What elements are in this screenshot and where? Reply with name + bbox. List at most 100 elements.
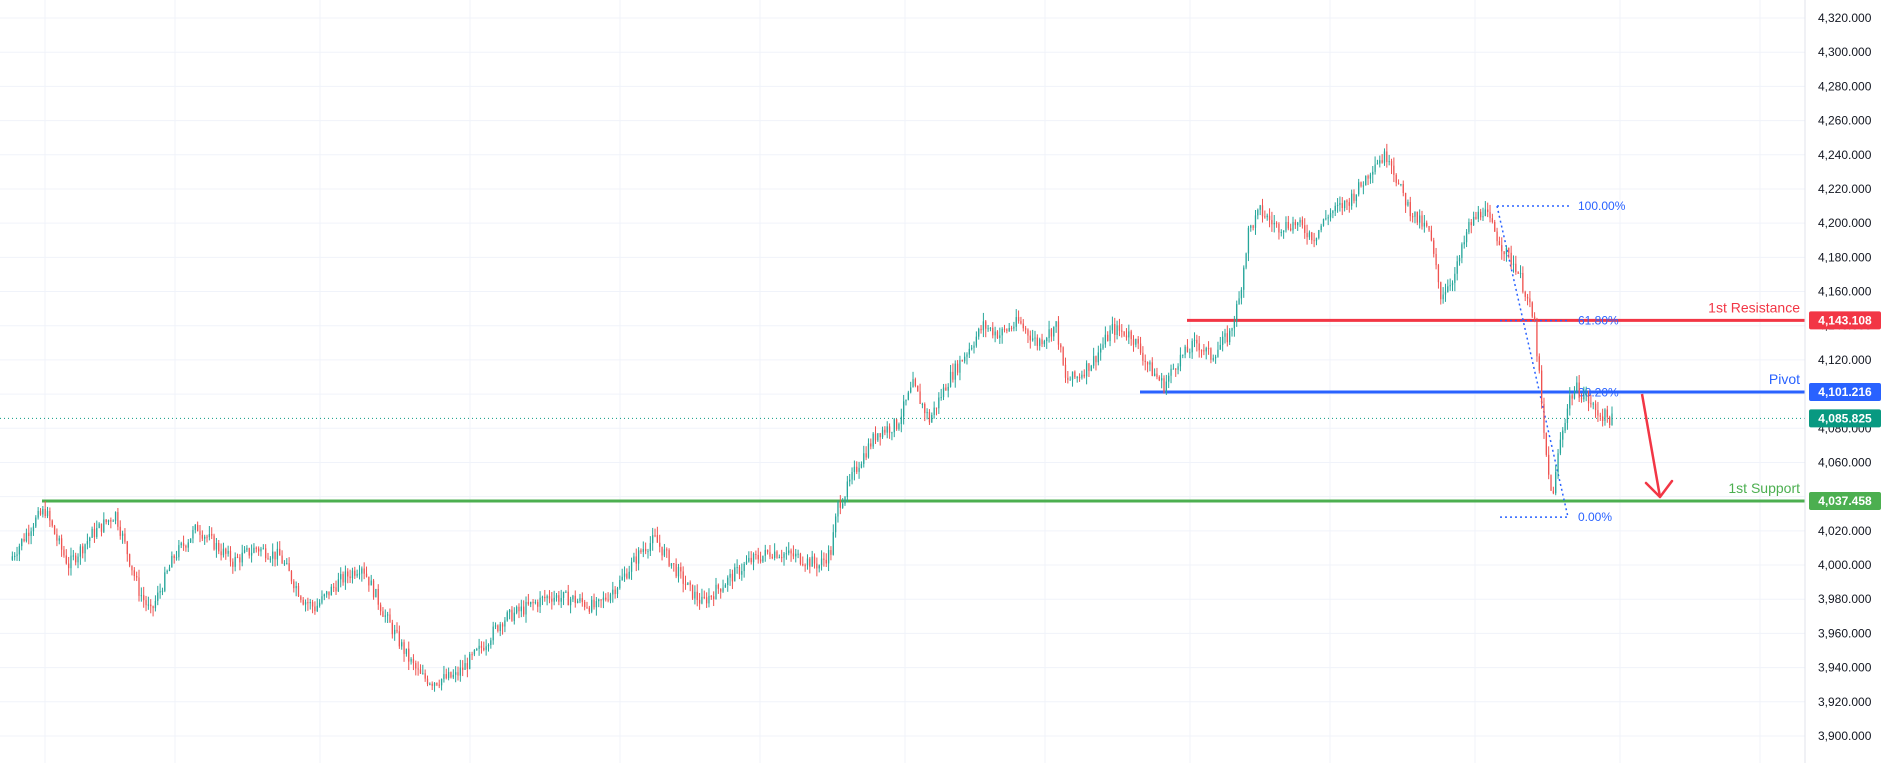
candle-body: [1015, 317, 1017, 327]
candle-body: [1557, 453, 1559, 473]
candle-body: [1447, 286, 1449, 293]
candle: [323, 593, 325, 601]
candle-body: [166, 571, 168, 573]
candle: [1463, 235, 1465, 249]
candle: [846, 475, 849, 503]
candle-body: [154, 600, 157, 609]
candle: [382, 607, 384, 618]
candle: [89, 536, 91, 548]
candle: [1393, 157, 1395, 183]
price-axis[interactable]: 4,320.000 4,300.000 4,280.000 4,260.000 4,24…: [1804, 0, 1872, 763]
candle: [401, 639, 403, 650]
candle-body: [511, 609, 513, 621]
candle: [126, 540, 128, 562]
candle-body: [1496, 231, 1498, 242]
candle-body: [1592, 403, 1594, 405]
candle: [1102, 337, 1104, 350]
candle: [806, 554, 809, 570]
candle-body: [757, 554, 759, 560]
candle-body: [809, 558, 811, 567]
candle-body: [1388, 161, 1390, 163]
candle: [1186, 339, 1189, 353]
candle: [1250, 224, 1252, 232]
candle: [860, 461, 863, 469]
candle-body: [1503, 251, 1505, 255]
candle: [1196, 334, 1198, 352]
candle: [340, 567, 342, 588]
candle: [119, 520, 121, 540]
candle: [79, 544, 82, 565]
candle-body: [222, 548, 225, 556]
candle-body: [600, 599, 602, 601]
candle: [886, 421, 888, 439]
candle: [1034, 330, 1036, 346]
candle-body: [1020, 321, 1022, 324]
candle: [691, 584, 694, 600]
candle: [1287, 215, 1289, 231]
candle: [445, 668, 447, 680]
candle-body: [607, 599, 609, 601]
candle: [1175, 368, 1177, 377]
candle: [241, 544, 243, 567]
candle-body: [1104, 334, 1107, 345]
candle-body: [1111, 324, 1114, 331]
candle: [1487, 202, 1489, 218]
candle: [696, 584, 698, 607]
candle-body: [126, 541, 128, 555]
candle: [321, 590, 323, 605]
candle-body: [1562, 430, 1564, 440]
candle: [32, 522, 35, 536]
candle: [192, 526, 194, 544]
candle: [945, 383, 947, 391]
candle-body: [1114, 324, 1116, 335]
candle: [112, 519, 114, 522]
candle: [534, 599, 537, 605]
candle-body: [234, 556, 236, 567]
candle: [1121, 324, 1123, 338]
pivot-label: Pivot: [1769, 371, 1800, 387]
candle: [722, 579, 724, 593]
candle: [633, 552, 635, 563]
candle: [466, 657, 469, 678]
candle: [1379, 155, 1381, 168]
candle: [311, 599, 314, 614]
candle-body: [267, 558, 269, 560]
candle: [523, 600, 525, 617]
candle: [647, 548, 649, 559]
candle-body: [300, 596, 302, 600]
price-tick-label: 4,060.000: [1818, 455, 1872, 469]
candle-body: [1468, 222, 1470, 233]
candle: [1261, 198, 1264, 223]
candle: [11, 551, 13, 561]
fibonacci-retracement[interactable]: 100.00%61.80%38.20%0.00%: [1496, 199, 1626, 524]
candle: [1327, 214, 1329, 226]
candle: [1315, 237, 1318, 246]
candle: [933, 401, 935, 419]
candle: [773, 543, 776, 561]
price-tick-label: 3,920.000: [1818, 695, 1872, 709]
candle-body: [534, 602, 537, 604]
candle-body: [333, 586, 335, 588]
candle-body: [949, 371, 952, 387]
candle-body: [1149, 362, 1151, 365]
candle: [680, 562, 682, 579]
candle: [1501, 237, 1503, 260]
candle: [602, 591, 605, 609]
candle: [485, 639, 487, 656]
candle-body: [621, 576, 623, 581]
candle: [1468, 218, 1470, 235]
candle: [757, 547, 759, 564]
candle-body: [1024, 328, 1027, 330]
candle-body: [478, 645, 480, 649]
candle-body: [79, 546, 82, 557]
candle: [1451, 280, 1454, 292]
candle: [687, 582, 689, 586]
candle-body: [996, 331, 999, 338]
candle-body: [637, 550, 640, 564]
candle: [973, 341, 975, 354]
candle-body: [1285, 221, 1287, 231]
candle-body: [1611, 413, 1613, 426]
candle: [703, 590, 705, 600]
candle: [1348, 197, 1350, 213]
